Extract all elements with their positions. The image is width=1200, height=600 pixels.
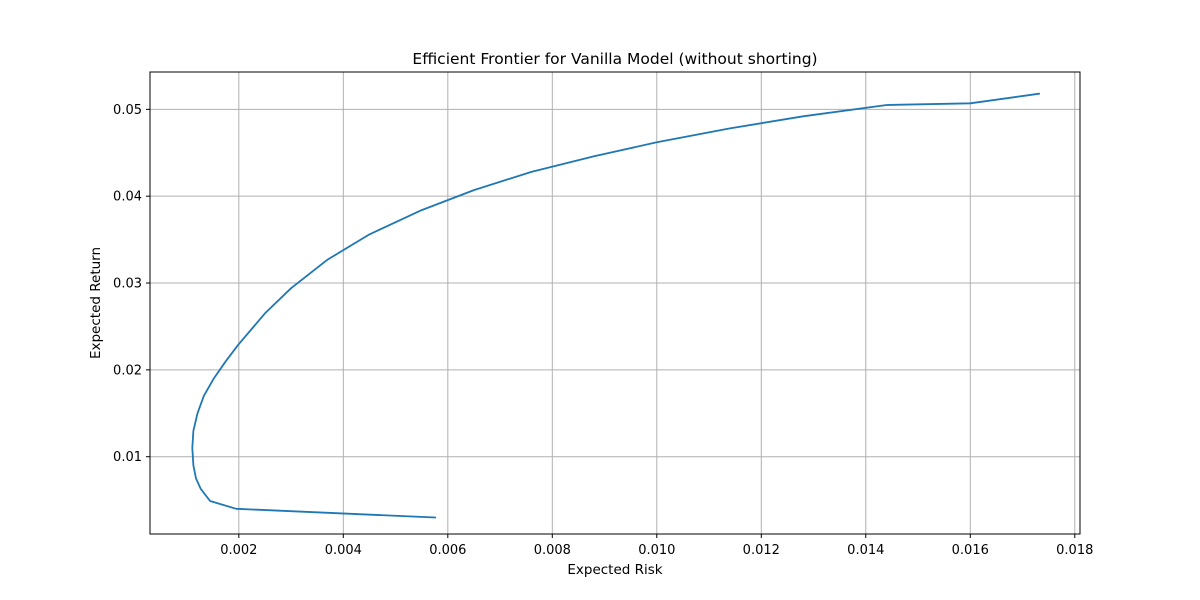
x-axis: 0.002 0.004 0.006 0.008 0.010 0.012 0.014 0.016…	[220, 534, 1093, 558]
x-tick-label: 0.006	[429, 543, 466, 558]
plot-frame	[149, 71, 1081, 535]
x-tick-label: 0.002	[220, 543, 257, 558]
y-tick-label: 0.02	[113, 363, 142, 378]
y-tick-label: 0.05	[113, 103, 142, 118]
x-tick-label: 0.018	[1056, 543, 1093, 558]
y-axis-title: Expected Return	[88, 247, 104, 359]
plot-area	[191, 92, 1041, 519]
x-tick-label: 0.008	[534, 543, 571, 558]
efficient-frontier-line	[191, 92, 1041, 519]
x-tick-label: 0.014	[847, 543, 884, 558]
x-tick-label: 0.016	[952, 543, 989, 558]
chart-title: Efficient Frontier for Vanilla Model (wi…	[412, 50, 817, 68]
y-axis: 0.01 0.02 0.03 0.04 0.05	[113, 103, 150, 465]
x-tick-label: 0.004	[325, 543, 362, 558]
x-axis-title: Expected Risk	[567, 562, 662, 578]
y-tick-label: 0.01	[113, 450, 142, 465]
x-tick-label: 0.012	[743, 543, 780, 558]
x-tick-label: 0.010	[638, 543, 675, 558]
y-tick-label: 0.04	[113, 190, 142, 205]
y-tick-label: 0.03	[113, 277, 142, 292]
grid	[150, 72, 1080, 534]
